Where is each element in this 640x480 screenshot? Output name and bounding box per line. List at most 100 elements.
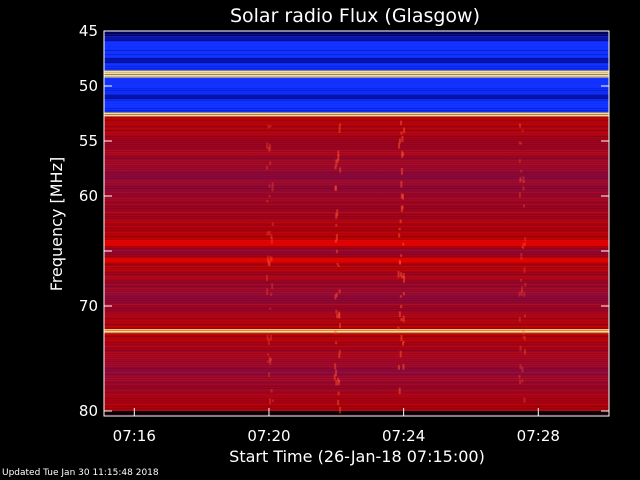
noise-streak bbox=[104, 406, 609, 407]
burst-dot bbox=[338, 350, 341, 354]
noise-streak bbox=[104, 238, 609, 239]
burst-dot bbox=[518, 375, 521, 379]
burst-dot bbox=[335, 234, 338, 241]
burst-dot bbox=[400, 275, 403, 278]
burst-dot bbox=[334, 330, 337, 334]
burst-dot bbox=[519, 124, 522, 129]
noise-streak bbox=[104, 348, 609, 349]
noise-streak bbox=[104, 386, 609, 387]
noise-streak bbox=[104, 310, 609, 311]
noise-streak bbox=[104, 44, 609, 45]
burst-dot bbox=[522, 242, 525, 249]
noise-streak bbox=[104, 72, 609, 73]
noise-streak bbox=[104, 346, 609, 347]
frequency-band-0 bbox=[104, 31, 609, 38]
noise-streak bbox=[104, 250, 609, 251]
burst-dot bbox=[524, 237, 527, 242]
x-tick-label: 07:28 bbox=[517, 427, 560, 445]
navy-row bbox=[104, 57, 609, 64]
noise-streak bbox=[104, 82, 609, 83]
y-tick-label: 50 bbox=[79, 77, 98, 95]
burst-dot bbox=[339, 123, 342, 127]
noise-streak bbox=[104, 270, 609, 271]
burst-dot bbox=[524, 282, 527, 287]
noise-streak bbox=[104, 302, 609, 303]
noise-streak bbox=[104, 388, 609, 389]
burst-dot bbox=[524, 351, 526, 355]
chart-title: Solar radio Flux (Glasgow) bbox=[230, 5, 480, 27]
noise-streak bbox=[104, 224, 609, 225]
y-tick-label: 70 bbox=[79, 297, 98, 315]
burst-dot bbox=[336, 209, 339, 217]
noise-streak bbox=[104, 344, 609, 345]
burst-dot bbox=[519, 379, 522, 385]
x-tick-label: 07:20 bbox=[247, 427, 290, 445]
burst-dot bbox=[266, 231, 269, 236]
burst-dot bbox=[336, 313, 339, 319]
frequency-band-8 bbox=[104, 257, 609, 262]
noise-streak bbox=[104, 116, 609, 117]
burst-dot bbox=[337, 150, 340, 157]
burst-dot bbox=[268, 230, 271, 235]
burst-dot bbox=[271, 182, 274, 186]
frequency-band-11 bbox=[104, 333, 609, 411]
noise-streak bbox=[104, 284, 609, 285]
burst-dot bbox=[523, 291, 526, 297]
burst-dot bbox=[400, 305, 403, 309]
noise-streak bbox=[104, 92, 609, 93]
noise-streak bbox=[104, 256, 609, 257]
noise-streak bbox=[104, 70, 609, 71]
burst-dot bbox=[520, 252, 523, 260]
noise-streak bbox=[104, 194, 609, 195]
noise-streak bbox=[104, 340, 609, 341]
noise-streak bbox=[104, 414, 609, 415]
noise-streak bbox=[104, 178, 609, 179]
burst-dot bbox=[519, 364, 522, 369]
noise-streak bbox=[104, 286, 609, 287]
noise-streak bbox=[104, 84, 609, 85]
noise-streak bbox=[104, 320, 609, 321]
frequency-band-6 bbox=[104, 240, 609, 247]
burst-dot bbox=[269, 125, 272, 128]
burst-dot bbox=[266, 288, 269, 296]
noise-streak bbox=[104, 148, 609, 149]
spectrogram-noise bbox=[104, 34, 609, 415]
burst-dot bbox=[337, 154, 340, 161]
burst-dot bbox=[403, 127, 406, 134]
noise-streak bbox=[104, 124, 609, 125]
x-tick-label: 07:16 bbox=[113, 427, 156, 445]
frequency-band-9 bbox=[104, 262, 609, 330]
noise-streak bbox=[104, 282, 609, 283]
burst-dot bbox=[270, 389, 273, 393]
noise-streak bbox=[104, 66, 609, 67]
burst-dot bbox=[402, 273, 405, 279]
noise-streak bbox=[104, 64, 609, 65]
noise-streak bbox=[104, 338, 609, 339]
noise-streak bbox=[104, 390, 609, 391]
noise-streak bbox=[104, 308, 609, 309]
noise-streak bbox=[104, 412, 609, 413]
noise-streak bbox=[104, 356, 609, 357]
navy-row bbox=[104, 37, 609, 42]
noise-streak bbox=[104, 140, 609, 141]
y-axis-label: Frequency [MHz] bbox=[47, 157, 66, 291]
noise-streak bbox=[104, 294, 609, 295]
noise-streak bbox=[104, 128, 609, 129]
burst-dot bbox=[266, 334, 269, 340]
noise-streak bbox=[104, 210, 609, 211]
burst-dot bbox=[521, 245, 524, 249]
noise-streak bbox=[104, 246, 609, 247]
noise-streak bbox=[104, 166, 609, 167]
noise-streak bbox=[104, 408, 609, 409]
burst-dot bbox=[400, 168, 403, 175]
noise-streak bbox=[104, 378, 609, 379]
noise-streak bbox=[104, 100, 609, 101]
burst-dot bbox=[523, 314, 526, 318]
noise-streak bbox=[104, 274, 609, 275]
noise-streak bbox=[104, 242, 609, 243]
frequency-band-2 bbox=[104, 70, 609, 78]
noise-streak bbox=[104, 262, 609, 263]
burst-dot bbox=[270, 256, 273, 262]
burst-dot bbox=[266, 199, 269, 203]
burst-dot bbox=[402, 315, 405, 323]
